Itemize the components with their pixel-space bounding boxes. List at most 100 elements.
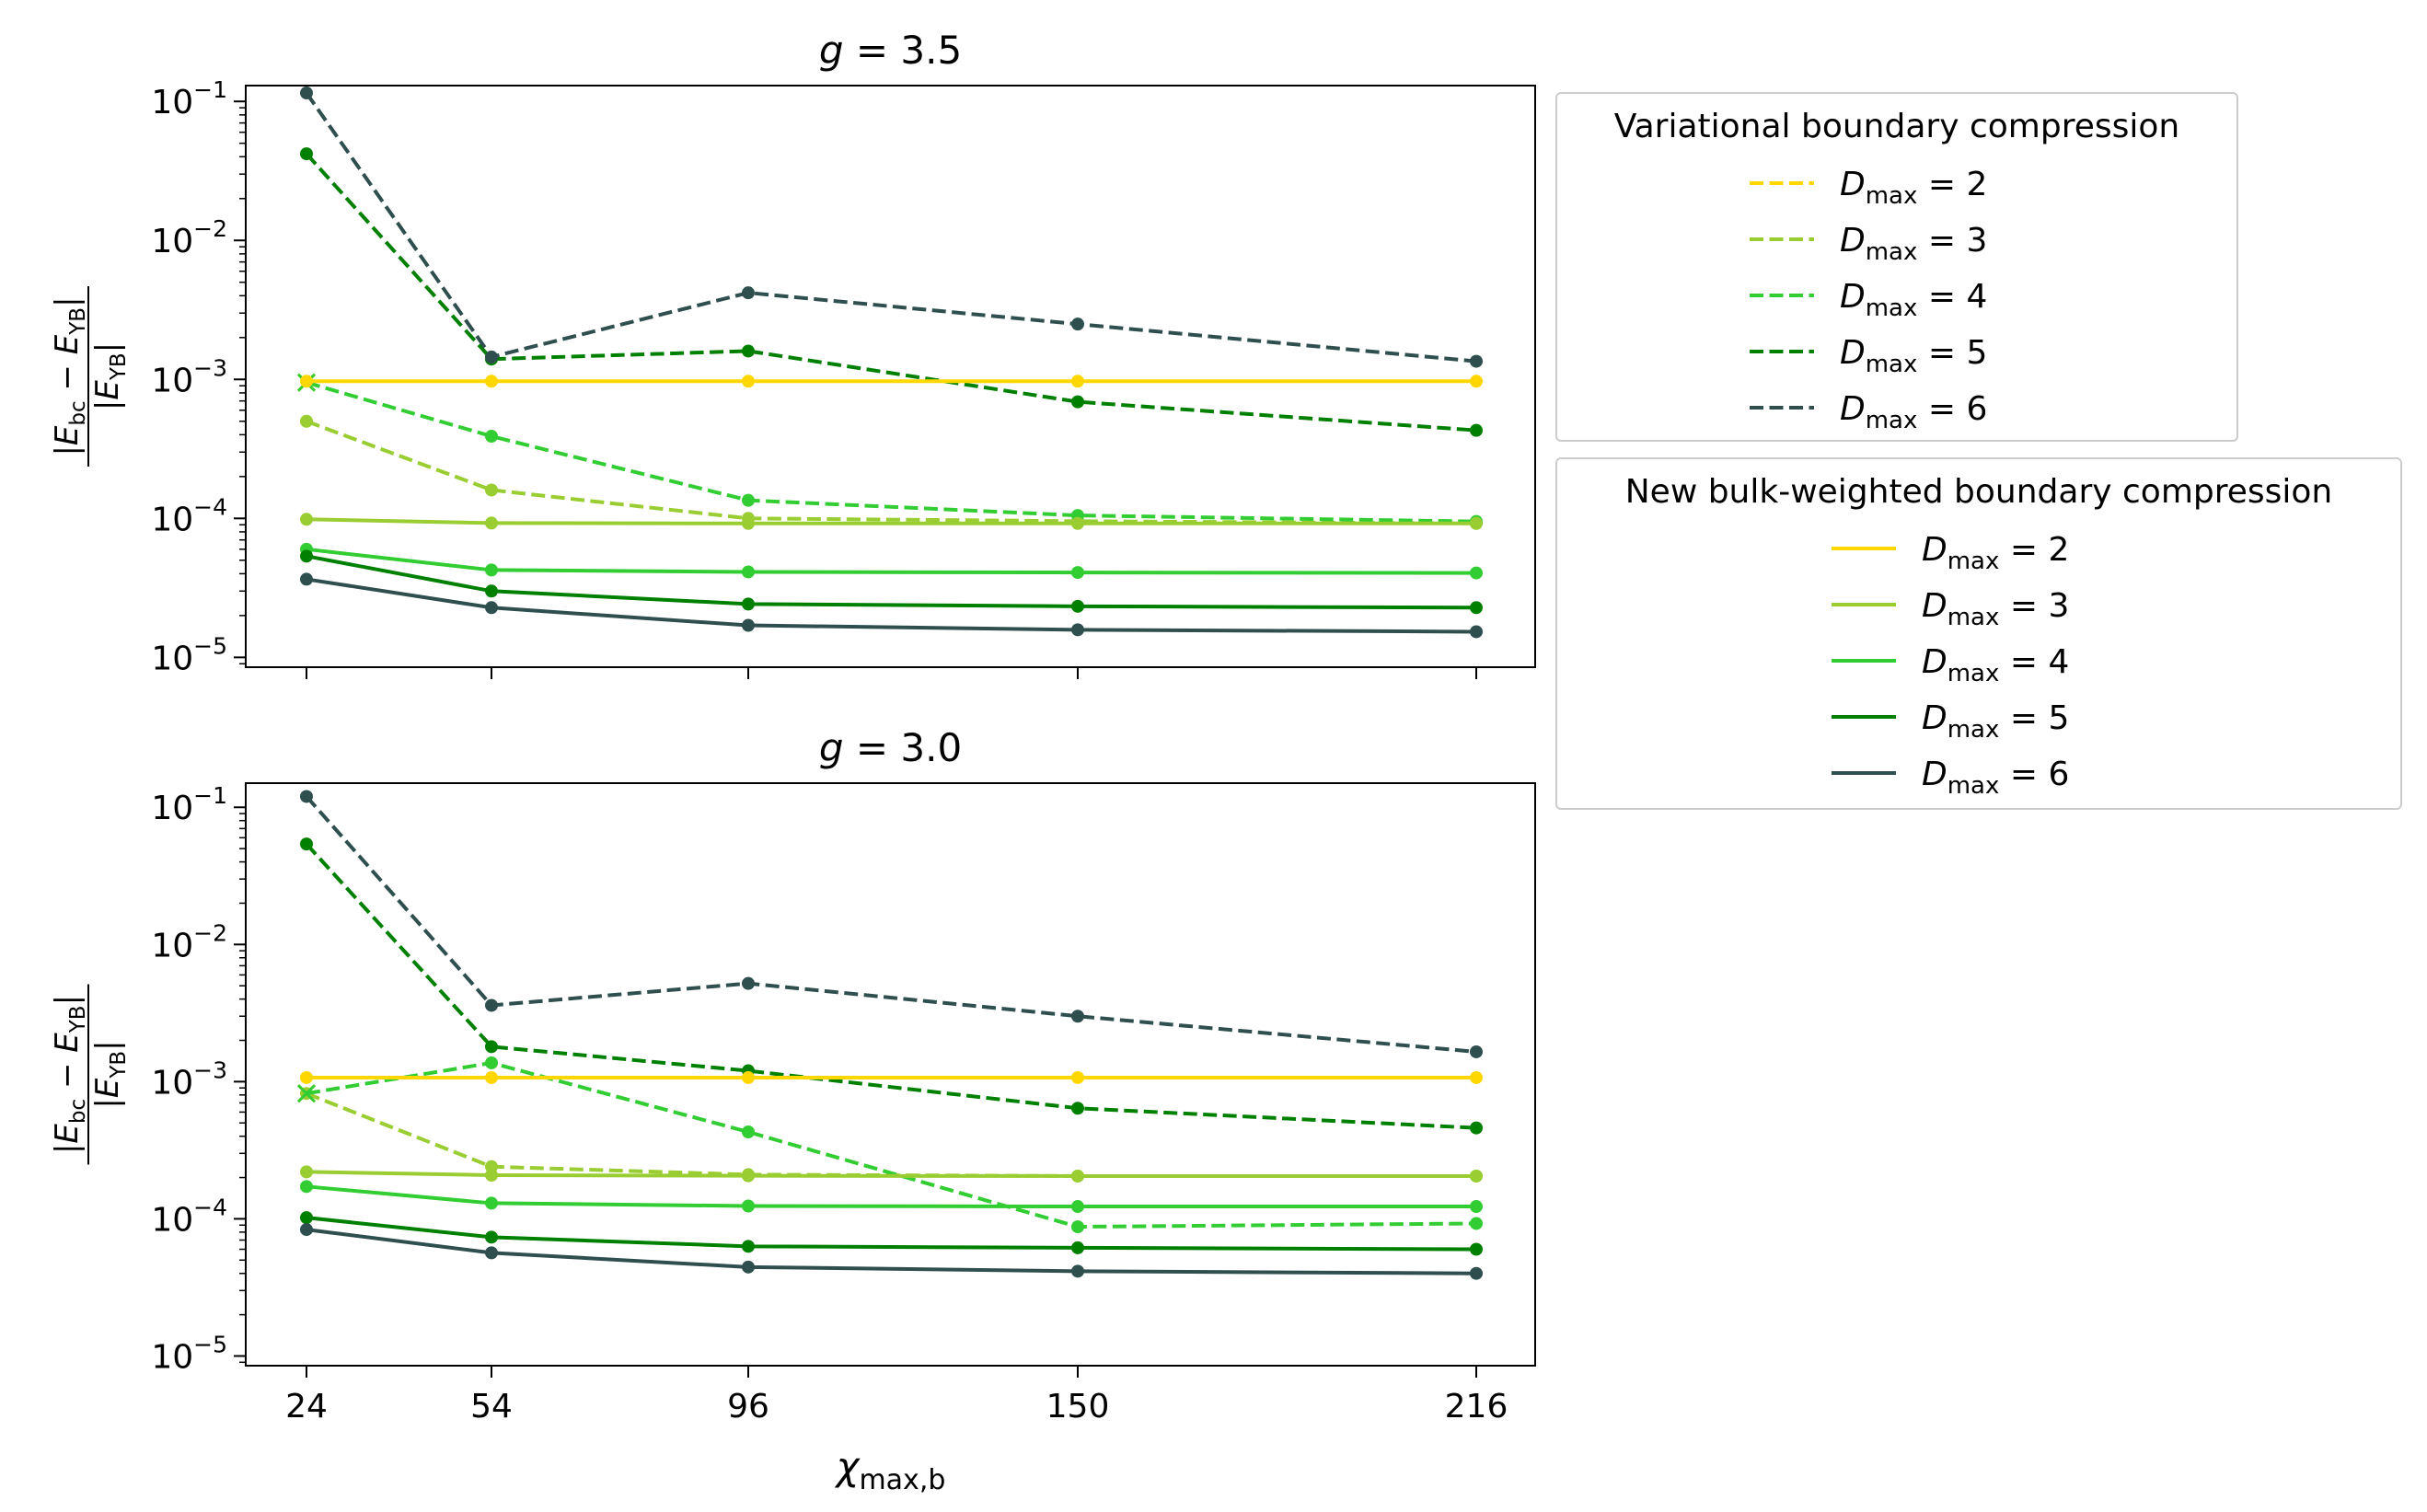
series-bulk-dmax-4-line xyxy=(306,547,1477,575)
series-bulk-dmax-3-point xyxy=(1470,1169,1483,1183)
d-symbol: D xyxy=(1840,166,1866,203)
bar: | xyxy=(89,342,126,352)
d-value: 3 xyxy=(2048,587,2069,625)
legend-variational-dmax-5-label: Dmax = 5 xyxy=(1840,334,1987,378)
series-bulk-dmax-2-point xyxy=(1071,1070,1084,1084)
series-variational-dmax-4-point xyxy=(742,1125,755,1138)
equals: = xyxy=(1999,756,2048,793)
d-symbol: D xyxy=(1840,334,1866,372)
bar: | xyxy=(89,1040,126,1050)
legend-variational-dmax-3-label: Dmax = 3 xyxy=(1840,222,1987,266)
series-variational-dmax-4-point xyxy=(1470,1217,1483,1230)
d-value: 6 xyxy=(1966,390,1987,428)
series-bulk-dmax-5-point xyxy=(485,584,498,598)
chart-title: g = 3.5 xyxy=(819,28,962,73)
series-variational-dmax-4-x-marker xyxy=(296,1084,317,1103)
equals: = xyxy=(1999,643,2048,681)
series-variational-dmax-5-point xyxy=(1071,395,1084,409)
x-tick-label: 54 xyxy=(470,1388,513,1425)
axes-frame xyxy=(245,782,1536,1367)
series-variational-dmax-6-point xyxy=(1071,317,1084,331)
legend-title: Variational boundary compression xyxy=(1614,108,2179,145)
legend-variational-dmax-2-label: Dmax = 2 xyxy=(1840,166,1987,210)
legend-bulk-dmax-6-label: Dmax = 6 xyxy=(1922,756,2069,800)
series-bulk-dmax-6-point xyxy=(1470,1266,1483,1280)
y-tick-label: 10−1 xyxy=(151,782,227,827)
d-symbol: D xyxy=(1922,756,1947,793)
subscript: YB xyxy=(107,1051,131,1079)
series-variational-dmax-3-line xyxy=(306,1091,1476,1178)
legend-frame xyxy=(1555,92,2238,442)
series-bulk-dmax-6-point xyxy=(300,572,313,586)
energy-symbol: E xyxy=(49,1033,86,1053)
d-subscript: max xyxy=(1866,182,1918,210)
tick-exponent: −2 xyxy=(193,919,227,946)
energy-symbol: E xyxy=(49,334,86,354)
equals: = xyxy=(1999,531,2048,569)
d-subscript: max xyxy=(1947,660,2000,687)
bar: | xyxy=(89,1098,126,1108)
y-label-denominator: |EYB| xyxy=(89,342,131,410)
d-subscript: max xyxy=(1947,604,2000,631)
series-variational-dmax-3-point xyxy=(485,483,498,497)
tick-exponent: −5 xyxy=(193,632,227,659)
y-tick-label: 10−2 xyxy=(151,215,227,260)
subscript: YB xyxy=(107,352,131,381)
legend-variational-dmax-4-label: Dmax = 4 xyxy=(1840,278,1987,322)
series-bulk-dmax-3-point xyxy=(300,513,313,526)
chart-panel-1: g = 3.510−110−210−310−410−5|Ebc − EYB||E… xyxy=(49,28,1536,679)
d-subscript: max xyxy=(1866,351,1918,378)
series-bulk-dmax-5-point xyxy=(742,1240,755,1253)
d-value: 5 xyxy=(2048,699,2069,737)
series-bulk-dmax-4-point xyxy=(300,1180,313,1194)
series-bulk-dmax-2-point xyxy=(1071,375,1084,388)
series-bulk-dmax-5-point xyxy=(1470,601,1483,615)
y-tick-label: 10−1 xyxy=(151,76,227,121)
subscript: bc xyxy=(66,400,90,425)
series-bulk-dmax-5-point xyxy=(300,549,313,563)
series-bulk-dmax-6-point xyxy=(1071,623,1084,637)
tick-base: 10 xyxy=(151,84,193,121)
series-bulk-dmax-3-point xyxy=(300,1165,313,1179)
tick-base: 10 xyxy=(151,927,193,964)
series-bulk-dmax-2-point xyxy=(485,375,498,388)
energy-symbol: E xyxy=(89,1078,126,1098)
series-bulk-dmax-4-point xyxy=(1470,1200,1483,1214)
series-bulk-dmax-5-point xyxy=(1071,1241,1084,1254)
axes-frame xyxy=(245,85,1536,668)
series-variational-dmax-4-line xyxy=(306,380,1477,524)
tick-base: 10 xyxy=(151,501,193,538)
equals: = xyxy=(1999,587,2048,625)
series-variational-dmax-5-line xyxy=(305,842,1477,1130)
d-subscript: max xyxy=(1947,548,2000,575)
tick-exponent: −4 xyxy=(193,493,227,520)
tick-base: 10 xyxy=(151,1201,193,1239)
legend-bulk-dmax-2-label: Dmax = 2 xyxy=(1922,531,2069,575)
series-bulk-dmax-5-point xyxy=(300,1211,313,1225)
bar: | xyxy=(49,995,86,1005)
y-axis-label: |Ebc − EYB||EYB| xyxy=(49,984,131,1165)
x-axis-label: χmax,b xyxy=(835,1444,946,1496)
series-bulk-dmax-2-point xyxy=(742,375,755,388)
series-bulk-dmax-6-point xyxy=(742,1260,755,1274)
series-bulk-dmax-3-point xyxy=(1071,516,1084,530)
series-variational-dmax-4-point xyxy=(485,430,498,444)
series-variational-dmax-5-point xyxy=(742,344,755,358)
series-bulk-dmax-6-point xyxy=(1470,625,1483,639)
bar: | xyxy=(89,400,126,410)
equals: = xyxy=(1917,278,1966,316)
d-value: 4 xyxy=(1966,278,1987,316)
d-value: 2 xyxy=(2048,531,2069,569)
series-variational-dmax-5-point xyxy=(1470,1121,1483,1135)
d-symbol: D xyxy=(1840,222,1866,260)
d-symbol: D xyxy=(1922,587,1947,625)
y-tick-label: 10−3 xyxy=(151,1056,227,1102)
chart-panel-2: g = 3.010−110−210−310−410−524 54 96 150 216|… xyxy=(49,725,1536,1425)
y-tick-label: 10−5 xyxy=(151,1331,227,1376)
d-value: 2 xyxy=(1966,166,1987,203)
equals: = xyxy=(1917,166,1966,203)
legend-bulk-dmax-4-label: Dmax = 4 xyxy=(1922,643,2069,687)
series-bulk-dmax-6-point xyxy=(485,601,498,615)
tick-exponent: −1 xyxy=(193,782,227,809)
series-bulk-dmax-2-point xyxy=(300,375,313,388)
